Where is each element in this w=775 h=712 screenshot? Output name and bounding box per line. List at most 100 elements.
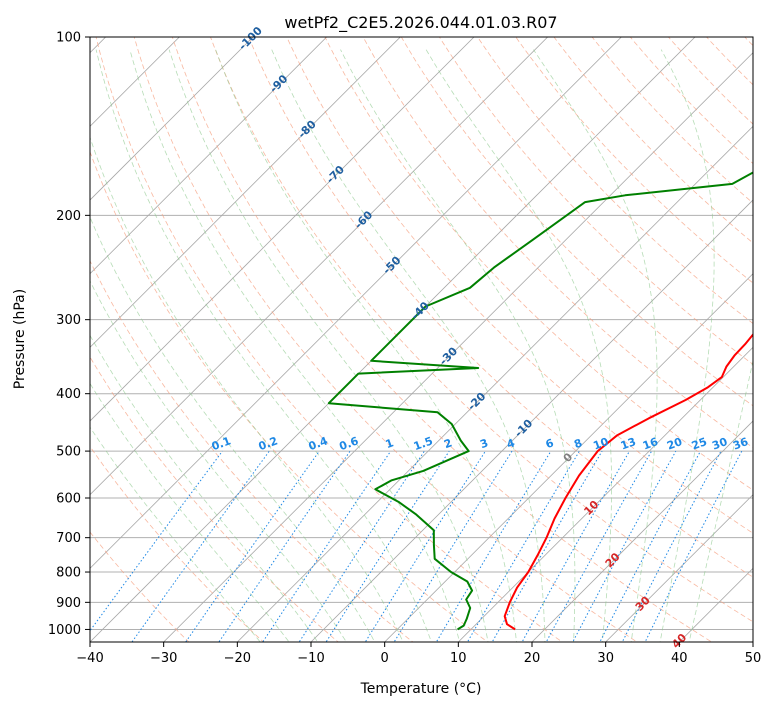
mixing-ratio-line — [644, 450, 743, 642]
mixing-ratio-label: 0.4 — [307, 434, 330, 453]
y-tick-label: 900 — [56, 596, 81, 611]
moist-adiabat — [271, 49, 546, 642]
isotherm-line — [90, 37, 622, 569]
x-tick-label: 30 — [597, 651, 614, 666]
mixing-ratio-label: 25 — [690, 435, 709, 452]
dry-adiabat — [171, 37, 713, 642]
x-tick-label: −20 — [224, 651, 251, 666]
isotherm-line — [310, 199, 753, 642]
y-tick-label: 600 — [56, 492, 81, 507]
x-tick-label: −10 — [297, 651, 324, 666]
mixing-ratio-line — [599, 450, 701, 642]
mixing-ratio-label: 6 — [544, 436, 556, 451]
mixing-ratio-label: 8 — [572, 436, 584, 451]
x-tick-label: 20 — [524, 651, 541, 666]
y-tick-label: 400 — [56, 387, 81, 402]
dry-adiabat — [400, 37, 753, 407]
mixing-ratio-label: 13 — [619, 435, 638, 452]
dry-adiabat — [477, 37, 753, 325]
y-tick-label: 100 — [56, 31, 81, 46]
mixing-ratio-label: 20 — [665, 435, 684, 453]
mixing-ratio-label: 1.5 — [412, 434, 435, 453]
mixing-ratio-label: 0.2 — [257, 434, 280, 453]
mixing-ratio-label: 16 — [641, 435, 660, 453]
mixing-ratio-label: 2 — [442, 436, 454, 451]
mixing-ratio-line — [621, 450, 722, 642]
moist-adiabat — [533, 49, 658, 642]
mixing-ratio-line — [185, 450, 320, 642]
mixing-ratio-line — [325, 450, 450, 642]
dry-adiabat — [248, 37, 753, 578]
dry-adiabat — [362, 37, 753, 449]
moist-adiabat — [688, 358, 753, 642]
dry-adiabat — [90, 260, 414, 642]
mixing-ratio-line — [90, 450, 223, 632]
y-tick-label: 200 — [56, 209, 81, 224]
mixing-ratio-label: 0.1 — [210, 434, 233, 453]
mixing-ratio-line — [218, 450, 351, 642]
isotherm-line — [90, 37, 180, 127]
dry-adiabat — [591, 37, 753, 204]
x-tick-label: 0 — [381, 651, 389, 666]
y-tick-label: 800 — [56, 566, 81, 581]
mixing-ratio-label: 1 — [384, 436, 396, 451]
dry-adiabat — [553, 37, 753, 244]
moist-adiabat — [215, 49, 517, 642]
moist-adiabat — [90, 334, 319, 642]
mixing-ratio-label: 4 — [505, 436, 517, 451]
moist-adiabat — [659, 49, 715, 642]
isotherm-line — [531, 420, 753, 642]
x-axis-label: Temperature (°C) — [360, 681, 482, 697]
moist-adiabat — [90, 426, 261, 642]
temperature-profile-line — [503, 332, 753, 631]
chart-title: wetPf2_C2E5.2026.044.01.03.R07 — [284, 13, 557, 33]
moist-adiabat — [340, 49, 576, 642]
y-axis-label: Pressure (hPa) — [12, 289, 28, 389]
moist-adiabat — [168, 49, 489, 642]
plot-frame — [89, 36, 754, 643]
y-tick-label: 500 — [56, 445, 81, 460]
mixing-ratio-label: 3 — [478, 436, 490, 451]
mixing-ratio-label: 36 — [731, 435, 750, 453]
isotherm-line — [90, 37, 549, 496]
mixing-ratio-line — [364, 450, 486, 642]
isotherm-line — [90, 37, 401, 348]
dry-adiabat — [667, 37, 753, 125]
y-tick-label: 1000 — [48, 623, 81, 638]
mixing-ratio-label: 30 — [710, 435, 729, 453]
dry-adiabat — [95, 37, 563, 642]
isotherm-line — [236, 125, 753, 642]
moist-adiabat — [95, 49, 432, 642]
moist-adiabat — [90, 280, 347, 642]
x-tick-label: −40 — [76, 651, 103, 666]
axes: −40 −30 −20 −10 0 10 20 30 40 5010020030040050060… — [48, 31, 761, 667]
mixing-ratio-line — [435, 450, 552, 642]
y-tick-label: 700 — [56, 531, 81, 546]
dry-adiabat — [133, 37, 638, 642]
x-tick-label: 40 — [671, 651, 688, 666]
mixing-ratio-line — [393, 450, 513, 642]
moist-adiabat — [425, 49, 612, 642]
isotherm-line — [90, 37, 475, 422]
mixing-ratio-line — [521, 450, 630, 642]
dry-adiabat — [210, 37, 753, 623]
isotherm-line — [605, 494, 753, 642]
background-lines — [90, 37, 753, 642]
isotherm-line — [90, 37, 328, 275]
x-tick-label: 10 — [450, 651, 467, 666]
dry-adiabat — [90, 445, 265, 642]
y-tick-label: 300 — [56, 313, 81, 328]
mixing-ratio-line — [545, 450, 653, 642]
moist-adiabat — [129, 49, 461, 642]
isotherm-line — [90, 37, 254, 201]
x-tick-label: −30 — [150, 651, 177, 666]
x-tick-label: 50 — [745, 651, 762, 666]
isotherm-line — [457, 346, 753, 642]
dry-adiabat — [90, 531, 190, 642]
moist-adiabat — [90, 216, 376, 642]
isotherm-line — [384, 273, 753, 642]
mixing-ratio-label: 10 — [591, 435, 610, 453]
